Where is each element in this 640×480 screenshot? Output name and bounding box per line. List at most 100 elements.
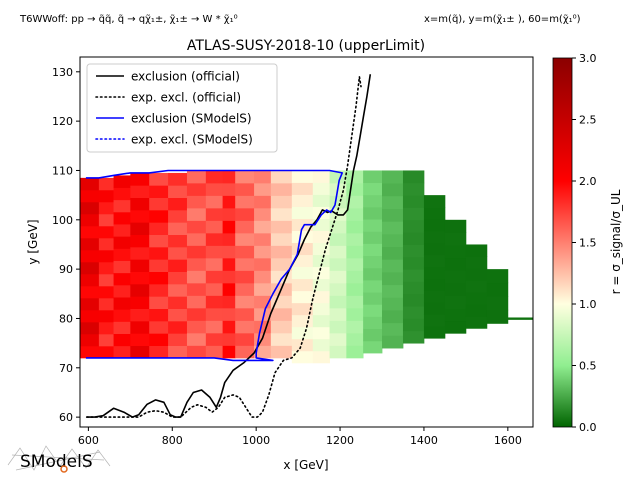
heatmap-cell (346, 345, 364, 359)
heatmap-cell (98, 249, 114, 263)
legend-label-smodels-expected: exp. excl. (SModelS) (131, 133, 253, 147)
heatmap-cell (402, 232, 425, 245)
heatmap-cell (329, 220, 347, 234)
heatmap-cell (168, 345, 188, 359)
heatmap-cell (254, 282, 272, 296)
heatmap-cell (402, 318, 425, 332)
heatmap-cell (346, 282, 364, 296)
heatmap-cell (222, 295, 236, 309)
heatmap-cell (423, 218, 446, 232)
heatmap-cell (186, 170, 207, 184)
heatmap-cell (465, 256, 488, 269)
heatmap-cell (444, 219, 467, 233)
heatmap-cell (254, 345, 272, 359)
heatmap-cell (329, 270, 347, 284)
heatmap-cell (113, 175, 131, 188)
heatmap-cell (186, 257, 207, 271)
heatmap-cell (312, 230, 330, 244)
heatmap-cell (312, 266, 330, 280)
plot-frame (79, 56, 534, 428)
logo-scribble (7, 445, 111, 471)
x-axis-ticks: 600 800 1000 1200 1400 1600 (78, 427, 522, 447)
heatmap-cell (149, 197, 169, 211)
heatmap-cell (186, 182, 207, 196)
heatmap-cell (382, 170, 404, 184)
heatmap-cell (312, 254, 330, 268)
heatmap-cell (444, 245, 467, 259)
heatmap-cell (205, 232, 224, 246)
heatmap-cell (291, 266, 314, 280)
y-tick-label: 60 (59, 411, 73, 424)
heatmap-cell (423, 302, 446, 315)
heatmap-cell (98, 237, 114, 251)
heatmap-cell (291, 170, 314, 183)
x-axis-label: x [GeV] (283, 458, 328, 472)
heatmap-cell (149, 296, 169, 309)
heatmap-cell (149, 234, 169, 248)
colorbar: 0.0 0.5 1.0 1.5 2.0 2.5 3.0 r = σ_signal/σ_UL (552, 52, 623, 434)
heatmap-cell (130, 246, 150, 260)
heatmap-cell (402, 219, 425, 233)
heatmap-cell (98, 321, 114, 335)
logo-text: SModelS (20, 452, 93, 472)
heatmap-cell (80, 297, 100, 311)
heatmap-cell (222, 320, 236, 334)
heatmap-cell (291, 314, 314, 328)
heatmap-cell (235, 295, 255, 309)
heatmap-cell (98, 297, 114, 311)
legend-box (86, 63, 278, 153)
heatmap-cell (270, 345, 293, 359)
heatmap-cell (363, 328, 383, 342)
heatmap-cell (113, 272, 131, 286)
heatmap-cell (130, 209, 150, 223)
heatmap-cell (205, 320, 224, 334)
heatmap-cell (363, 219, 383, 232)
heatmap-cell (312, 278, 330, 292)
heatmap-cell (130, 197, 150, 211)
heatmap-cell (329, 232, 347, 246)
heatmap-cell (113, 211, 131, 225)
heatmap-cell (98, 333, 114, 347)
heatmap-cell (186, 195, 207, 209)
heatmap-cell (186, 207, 207, 221)
heatmap-cell (423, 207, 446, 220)
heatmap-cell (270, 257, 293, 271)
y-tick-label: 120 (52, 115, 73, 128)
heatmap-cell (80, 321, 100, 335)
heatmap-cell (254, 195, 272, 209)
heatmap-cell (363, 231, 383, 244)
heatmap-cell (346, 332, 364, 346)
heatmap-cell (130, 271, 150, 285)
heatmap-cell (363, 194, 383, 208)
heatmap-cell (205, 207, 224, 221)
heatmap-cell (270, 207, 293, 221)
heatmap-cell (113, 199, 131, 213)
heatmap-cell (186, 245, 207, 259)
heatmap-cell (346, 320, 364, 334)
heatmap-cell (80, 261, 100, 275)
heatmap-cell (363, 267, 383, 281)
heatmap-cell (382, 246, 404, 260)
heatmap-cell (149, 246, 169, 260)
heatmap-cell (346, 220, 364, 234)
heatmap-cell (270, 270, 293, 284)
heatmap-cell (149, 259, 169, 272)
heatmap-cell (222, 232, 236, 246)
heatmap-cell (363, 340, 383, 354)
heatmap-cell (205, 307, 224, 321)
heatmap-cell (444, 257, 467, 271)
heatmap-cell (312, 194, 330, 207)
heatmap-cell (149, 222, 169, 235)
heatmap-cell (205, 295, 224, 309)
colorbar-tick-label: 1.0 (579, 298, 597, 311)
heatmap-cell (168, 172, 188, 186)
heatmap-cell (186, 307, 207, 321)
heatmap-cell (423, 242, 446, 256)
heatmap-cell (346, 207, 364, 221)
heatmap-cell (113, 345, 131, 359)
heatmap-cell (80, 225, 100, 239)
heatmap-cell (222, 182, 236, 196)
header-left-text: T6WWoff: pp → q̃q̃, q̃ → qχ̃₁±, χ̃₁± → W… (19, 13, 238, 25)
heatmap-cell (291, 290, 314, 304)
heatmap-cell (382, 259, 404, 273)
